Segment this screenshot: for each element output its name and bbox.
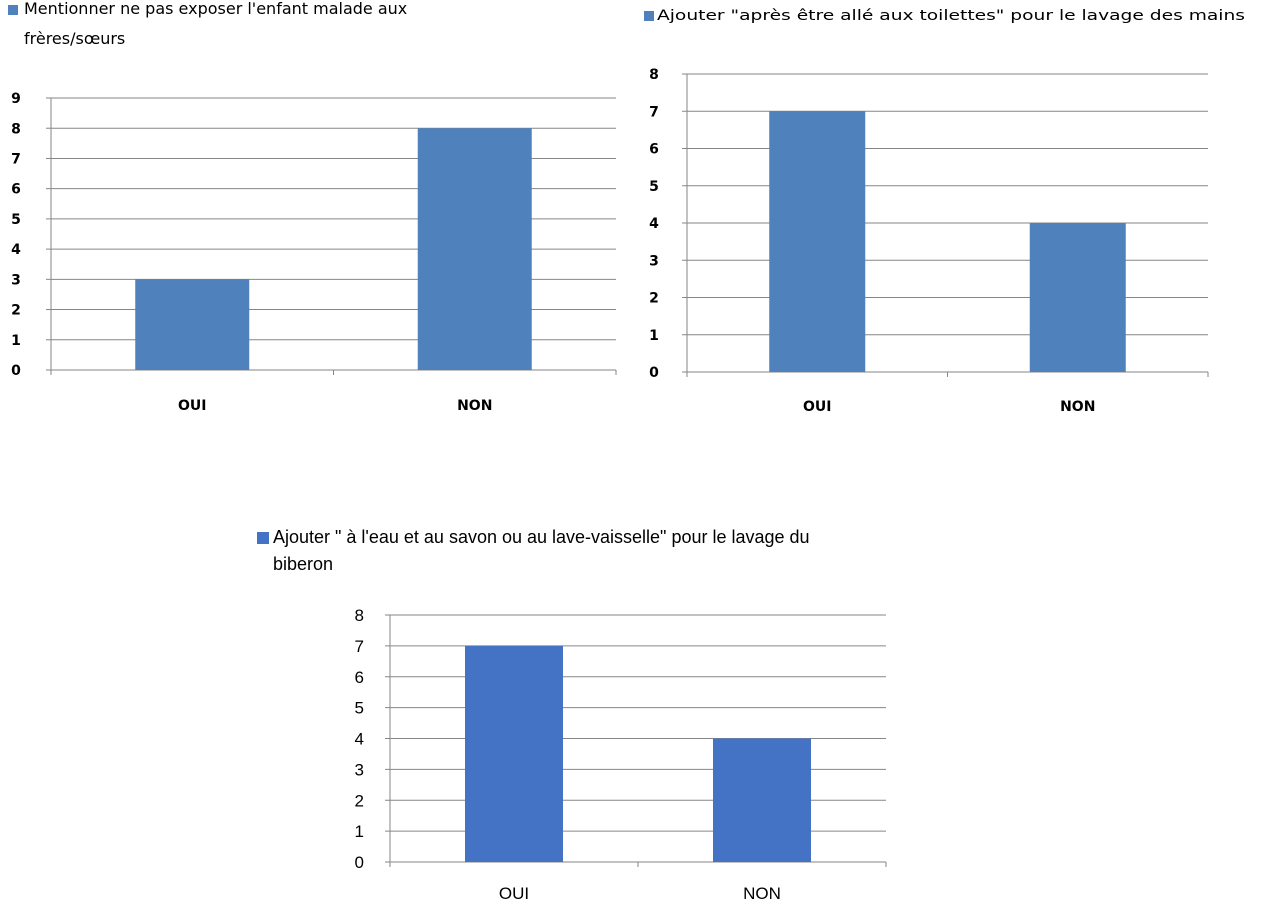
x-category-label: NON — [457, 398, 492, 414]
legend-label: Ajouter "après être allé aux toilettes" … — [657, 8, 1245, 24]
y-tick-label: 6 — [649, 142, 659, 158]
bar-oui — [465, 645, 563, 862]
bar-non — [417, 128, 532, 370]
y-tick-label: 8 — [355, 606, 364, 625]
y-tick-label: 2 — [11, 303, 21, 319]
x-category-label: NON — [743, 884, 781, 903]
chart-bottle-washing: Ajouter " à l'eau et au savon ou au lave… — [257, 527, 887, 903]
y-tick-label: 8 — [649, 67, 659, 83]
legend-label: frères/sœurs — [24, 29, 125, 48]
y-tick-label: 2 — [649, 291, 659, 307]
legend-swatch — [8, 5, 18, 15]
x-category-label: OUI — [803, 399, 831, 415]
y-tick-label: 3 — [649, 253, 659, 269]
y-tick-label: 1 — [649, 328, 659, 344]
y-tick-label: 4 — [649, 216, 659, 232]
y-tick-label: 1 — [355, 822, 364, 841]
y-tick-label: 0 — [11, 363, 21, 379]
legend: Ajouter "après être allé aux toilettes" … — [644, 8, 1245, 24]
y-tick-label: 0 — [649, 365, 659, 381]
legend-swatch — [257, 532, 269, 544]
y-tick-label: 4 — [355, 730, 364, 749]
y-tick-label: 2 — [355, 791, 364, 810]
legend: Mentionner ne pas exposer l'enfant malad… — [8, 0, 407, 48]
chart-handwashing-toilets: Ajouter "après être allé aux toilettes" … — [644, 8, 1245, 415]
y-tick-label: 0 — [355, 853, 364, 872]
chart-children-exposure: Mentionner ne pas exposer l'enfant malad… — [8, 0, 617, 414]
y-tick-label: 5 — [11, 212, 21, 228]
y-tick-label: 7 — [11, 151, 21, 167]
x-category-label: OUI — [499, 884, 529, 903]
legend-swatch — [644, 11, 654, 21]
x-category-label: OUI — [178, 398, 206, 414]
y-tick-label: 7 — [649, 104, 659, 120]
legend: Ajouter " à l'eau et au savon ou au lave… — [257, 527, 810, 574]
y-tick-label: 6 — [11, 182, 21, 198]
bar-non — [1029, 223, 1126, 372]
y-tick-label: 6 — [355, 668, 364, 687]
y-tick-label: 3 — [355, 760, 364, 779]
bar-oui — [769, 111, 866, 372]
y-tick-label: 5 — [649, 179, 659, 195]
legend-label: Mentionner ne pas exposer l'enfant malad… — [24, 0, 407, 18]
y-tick-label: 5 — [355, 699, 364, 718]
legend-label: biberon — [273, 554, 333, 574]
x-category-label: NON — [1060, 399, 1095, 415]
y-tick-label: 4 — [11, 242, 21, 258]
y-tick-label: 3 — [11, 272, 21, 288]
y-tick-label: 9 — [11, 91, 21, 107]
y-tick-label: 1 — [11, 333, 21, 349]
bar-non — [713, 738, 811, 862]
bar-oui — [135, 279, 250, 370]
y-tick-label: 8 — [11, 121, 21, 137]
legend-label: Ajouter " à l'eau et au savon ou au lave… — [273, 527, 810, 547]
y-tick-label: 7 — [355, 637, 364, 656]
